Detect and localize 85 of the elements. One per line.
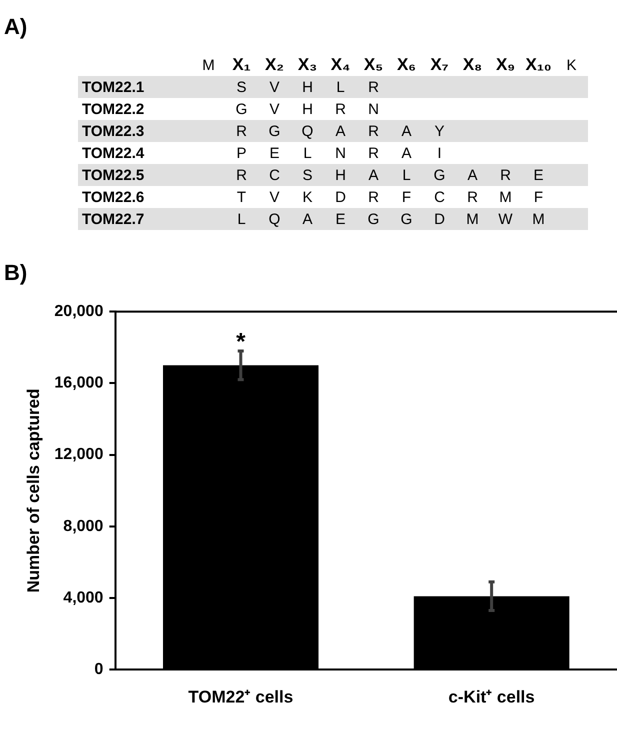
- text: F: [534, 188, 544, 206]
- text: K: [302, 188, 312, 206]
- text: M: [532, 210, 545, 228]
- text: A: [467, 166, 478, 184]
- text: E: [533, 166, 544, 184]
- text: R: [236, 166, 247, 184]
- text: A: [335, 122, 346, 140]
- category-label: X₃: [296, 54, 318, 76]
- text: H: [302, 78, 313, 96]
- category-label: X₇: [429, 54, 450, 76]
- text: R: [368, 188, 379, 206]
- text: R: [500, 166, 511, 184]
- text: G: [268, 122, 280, 140]
- text: R: [368, 144, 379, 162]
- text: A: [368, 166, 378, 184]
- category-label: X₉: [495, 54, 516, 76]
- x-tick-label: c-Kit⁺ cells: [448, 687, 535, 706]
- annotation: *: [236, 328, 246, 356]
- text: R: [368, 122, 379, 140]
- text: P: [236, 144, 246, 162]
- text: G: [400, 210, 412, 228]
- text: E: [269, 144, 280, 162]
- text: W: [498, 210, 513, 228]
- text: L: [303, 144, 312, 162]
- text: N: [335, 144, 346, 162]
- text: N: [368, 100, 379, 118]
- text: T: [236, 188, 246, 206]
- category-label: TOM22.4: [82, 144, 144, 162]
- text: A: [302, 210, 312, 228]
- category-label: TOM22.3: [82, 122, 144, 140]
- category-label: X₂: [264, 54, 285, 76]
- text: E: [335, 210, 346, 228]
- text: H: [335, 166, 346, 184]
- category-label: X₅: [362, 54, 384, 76]
- text: Q: [302, 122, 314, 140]
- category-label: X₄: [330, 54, 352, 76]
- text: M: [466, 210, 479, 228]
- text: R: [368, 78, 379, 96]
- text: R: [335, 100, 346, 118]
- y-tick-label: 4,000: [63, 589, 104, 606]
- category-label: K: [565, 56, 578, 76]
- chart-title: B): [4, 260, 28, 286]
- text: V: [269, 188, 280, 206]
- y-tick-label: 20,000: [54, 303, 104, 320]
- text: D: [434, 210, 445, 228]
- text: L: [237, 210, 246, 228]
- text: I: [437, 144, 442, 162]
- text: G: [434, 166, 446, 184]
- text: V: [269, 100, 280, 118]
- text: D: [335, 188, 346, 206]
- category-label: X₁₀: [524, 54, 553, 76]
- text: H: [302, 100, 313, 118]
- category-label: TOM22.5: [82, 166, 144, 184]
- y-tick-label: 12,000: [54, 446, 104, 464]
- text: L: [402, 166, 411, 184]
- text: C: [269, 166, 280, 184]
- y-tick-label: 8,000: [63, 518, 104, 535]
- text: A: [401, 144, 412, 162]
- category-label: X₈: [462, 54, 484, 76]
- category-label: TOM22.6: [82, 188, 144, 206]
- text: G: [236, 100, 248, 118]
- category-label: X₆: [396, 54, 418, 76]
- y-tick-label: 0: [94, 661, 104, 678]
- text: Q: [268, 210, 280, 228]
- text: R: [236, 122, 247, 140]
- y-axis-title: Number of cells captured: [24, 388, 43, 593]
- text: F: [402, 188, 412, 206]
- text: M: [499, 188, 512, 206]
- text: G: [368, 210, 380, 228]
- y-tick-label: 16,000: [54, 374, 104, 392]
- text: V: [269, 78, 280, 96]
- x-tick-label: TOM22⁺ cells: [188, 687, 294, 706]
- text: Y: [434, 122, 444, 140]
- category-label: TOM22.1: [82, 78, 144, 96]
- text: R: [467, 188, 478, 206]
- category-label: X₁: [231, 54, 252, 76]
- text: A): [4, 14, 28, 40]
- category-label: M: [201, 56, 216, 76]
- text: A: [401, 122, 412, 140]
- text: C: [434, 188, 445, 206]
- category-label: TOM22.7: [82, 210, 144, 228]
- category-label: TOM22.2: [82, 100, 144, 118]
- text: L: [336, 78, 345, 96]
- text: S: [302, 166, 312, 184]
- text: S: [236, 78, 246, 96]
